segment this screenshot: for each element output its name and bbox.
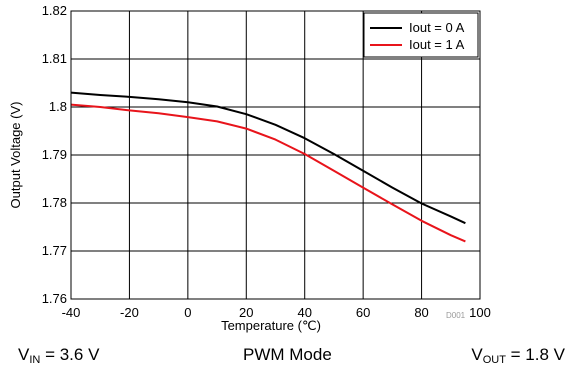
figure-id: D001 bbox=[446, 311, 466, 320]
vout-symbol: V bbox=[471, 345, 483, 364]
y-axis-title: Output Voltage (V) bbox=[8, 102, 23, 209]
y-tick-label: 1.8 bbox=[49, 99, 67, 114]
x-tick-label: -20 bbox=[120, 305, 139, 320]
grid-lines bbox=[71, 11, 480, 299]
mode-condition: PWM Mode bbox=[243, 345, 332, 365]
y-tick-label: 1.77 bbox=[42, 243, 67, 258]
vin-value: = 3.6 V bbox=[40, 345, 100, 364]
legend-label-1: Iout = 0 A bbox=[409, 20, 465, 35]
y-tick-label: 1.81 bbox=[42, 51, 67, 66]
y-tick-labels: 1.76 1.77 1.78 1.79 1.8 1.81 1.82 bbox=[42, 3, 67, 306]
mode-label: PWM Mode bbox=[243, 345, 332, 364]
x-tick-label: 40 bbox=[297, 305, 311, 320]
input-voltage-condition: VIN = 3.6 V bbox=[18, 345, 99, 366]
y-tick-label: 1.78 bbox=[42, 195, 67, 210]
series-line-1 bbox=[70, 91, 466, 225]
legend: Iout = 0 A Iout = 1 A bbox=[363, 12, 479, 58]
legend-box bbox=[363, 12, 479, 58]
legend-label-2: Iout = 1 A bbox=[409, 37, 465, 52]
vout-subscript: OUT bbox=[482, 354, 506, 366]
x-axis-title: Temperature (℃) bbox=[221, 318, 321, 333]
x-tick-label: -40 bbox=[62, 305, 81, 320]
y-tick-label: 1.82 bbox=[42, 3, 67, 18]
x-tick-label: 0 bbox=[184, 305, 191, 320]
series-line-2 bbox=[70, 103, 466, 243]
x-tick-label: 100 bbox=[469, 305, 491, 320]
vin-subscript: IN bbox=[29, 354, 41, 366]
series-lines bbox=[70, 91, 466, 243]
y-tick-label: 1.79 bbox=[42, 147, 67, 162]
x-tick-label: 80 bbox=[414, 305, 428, 320]
output-voltage-condition: VOUT = 1.8 V bbox=[471, 345, 565, 366]
vin-symbol: V bbox=[18, 345, 30, 364]
vout-value: = 1.8 V bbox=[505, 345, 565, 364]
y-tick-label: 1.76 bbox=[42, 291, 67, 306]
x-tick-label: 20 bbox=[239, 305, 253, 320]
x-tick-labels: -40 -20 0 20 40 60 80 100 bbox=[62, 305, 491, 320]
x-tick-label: 60 bbox=[356, 305, 370, 320]
plot-frame bbox=[70, 10, 481, 300]
